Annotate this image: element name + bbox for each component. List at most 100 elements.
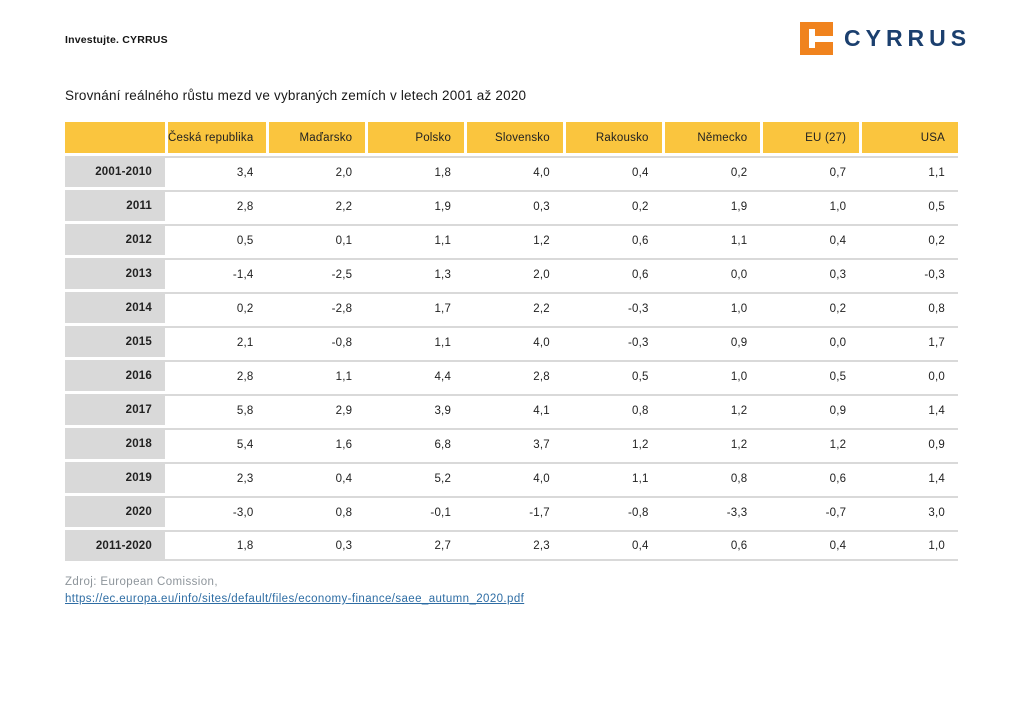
data-cell: 2,9 [266,394,366,425]
row-label: 2017 [65,394,165,425]
column-header: Česká republika [165,122,267,153]
data-cell: 0,2 [760,292,860,323]
data-cell: 0,5 [760,360,860,391]
data-cell: 1,2 [661,394,761,425]
data-cell: 0,1 [266,224,366,255]
data-cell: 0,0 [760,326,860,357]
data-cell: -0,8 [562,496,662,527]
data-cell: -0,7 [760,496,860,527]
data-cell: 2,8 [464,360,563,391]
data-cell: -3,0 [165,496,267,527]
source-note: Zdroj: European Comission, https://ec.eu… [65,574,524,608]
data-cell: 1,1 [365,224,465,255]
data-cell: 0,5 [859,190,958,221]
data-cell: 4,0 [464,462,563,493]
data-cell: 0,3 [464,190,563,221]
data-cell: 6,8 [365,428,465,459]
row-label: 2018 [65,428,165,459]
data-cell: 4,1 [464,394,563,425]
row-label: 2015 [65,326,165,357]
data-cell: 0,9 [760,394,860,425]
data-cell: -0,1 [365,496,465,527]
data-cell: 0,7 [760,156,860,187]
data-cell: 2,2 [464,292,563,323]
source-label: Zdroj: European Comission, [65,576,218,588]
data-cell: -1,4 [165,258,267,289]
row-label: 2011 [65,190,165,221]
data-cell: 0,8 [859,292,958,323]
data-cell: 5,8 [165,394,267,425]
data-cell: -1,7 [464,496,563,527]
data-cell: 1,1 [365,326,465,357]
data-cell: 3,0 [859,496,958,527]
column-header: Slovensko [464,122,563,153]
data-cell: 4,0 [464,326,563,357]
data-cell: 1,8 [165,530,267,561]
data-cell: -0,3 [562,326,662,357]
data-cell: -3,3 [661,496,761,527]
data-cell: 1,6 [266,428,366,459]
data-cell: 0,5 [562,360,662,391]
data-cell: 1,7 [859,326,958,357]
logo-mark-horizontal-bar [815,36,833,42]
column-header: Polsko [365,122,465,153]
data-cell: 0,9 [661,326,761,357]
row-label: 2020 [65,496,165,527]
data-cell: 0,5 [165,224,267,255]
row-label: 2019 [65,462,165,493]
data-cell: 2,0 [266,156,366,187]
data-cell: 2,8 [165,360,267,391]
data-cell: 1,7 [365,292,465,323]
data-cell: 1,4 [859,462,958,493]
data-cell: 1,1 [562,462,662,493]
data-cell: 0,6 [562,224,662,255]
wage-growth-table: Česká republika Maďarsko Polsko Slovensko Ra… [65,122,958,561]
data-cell: 1,2 [661,428,761,459]
data-cell: 1,8 [365,156,465,187]
row-label: 2001-2010 [65,156,165,187]
row-label: 2013 [65,258,165,289]
data-cell: 0,2 [562,190,662,221]
data-cell: 5,2 [365,462,465,493]
data-cell: 0,8 [266,496,366,527]
logo-mark-vertical-bar [809,29,815,48]
data-cell: 0,4 [266,462,366,493]
data-cell: 1,3 [365,258,465,289]
row-label: 2011-2020 [65,530,165,561]
data-cell: 1,0 [859,530,958,561]
data-cell: 0,4 [562,156,662,187]
data-cell: -2,5 [266,258,366,289]
data-cell: 0,2 [165,292,267,323]
column-header: Německo [661,122,761,153]
data-cell: 3,7 [464,428,563,459]
data-cell: 1,2 [562,428,662,459]
data-cell: 0,6 [760,462,860,493]
data-cell: -0,8 [266,326,366,357]
data-cell: 1,1 [661,224,761,255]
column-header: Rakousko [562,122,662,153]
data-cell: 0,2 [661,156,761,187]
source-link[interactable]: https://ec.europa.eu/info/sites/default/… [65,593,525,605]
row-label: 2014 [65,292,165,323]
data-cell: 0,3 [760,258,860,289]
table-corner-cell [65,122,165,153]
row-label: 2016 [65,360,165,391]
data-cell: 2,7 [365,530,465,561]
page-title: Srovnání reálného růstu mezd ve vybranýc… [65,88,527,103]
data-cell: 2,3 [464,530,563,561]
column-header: Maďarsko [266,122,366,153]
data-cell: 0,3 [266,530,366,561]
data-cell: 5,4 [165,428,267,459]
data-cell: 1,9 [365,190,465,221]
data-cell: 0,6 [661,530,761,561]
data-cell: 1,1 [266,360,366,391]
data-cell: 0,2 [859,224,958,255]
data-cell: 4,4 [365,360,465,391]
data-cell: 1,4 [859,394,958,425]
data-cell: 0,0 [661,258,761,289]
brand-wordmark: CYRRUS [844,25,972,51]
data-cell: 1,1 [859,156,958,187]
data-cell: 0,9 [859,428,958,459]
column-header: USA [859,122,958,153]
